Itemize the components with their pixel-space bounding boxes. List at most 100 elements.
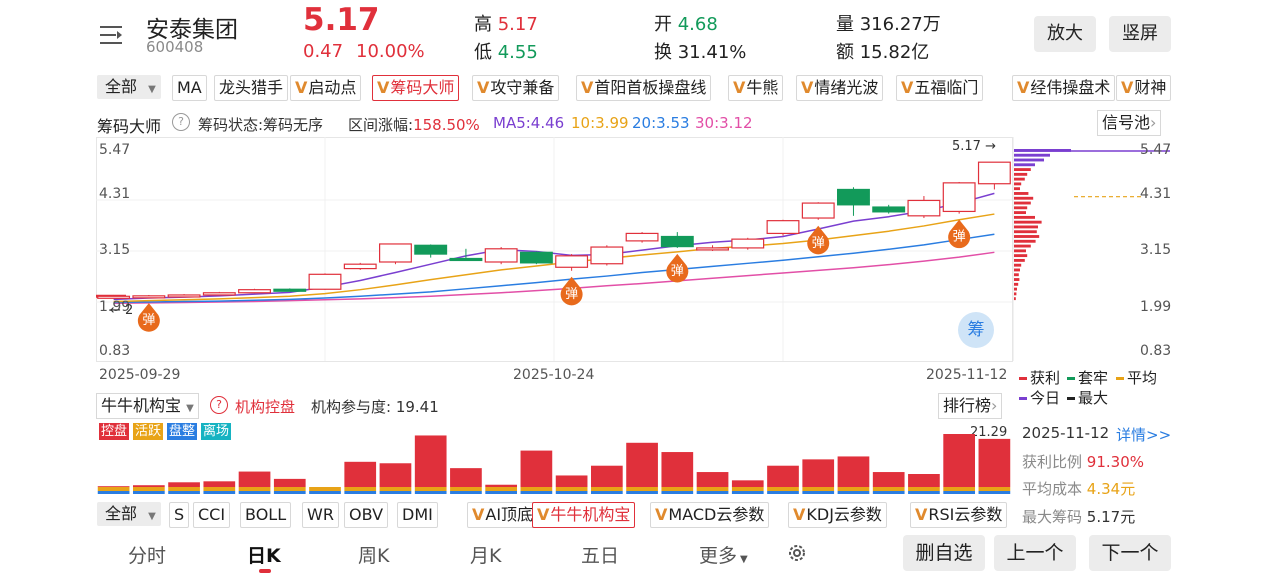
bottom-indicator-tab-8[interactable]: VMACD云参数 <box>650 502 770 528</box>
chip-bar <box>1014 263 1022 267</box>
signal-pool-button[interactable]: 信号池› <box>1097 110 1162 136</box>
price-change-pct: 10.00% <box>356 41 425 62</box>
rank-button[interactable]: 排行榜› <box>938 393 1003 419</box>
period-tab-1[interactable]: 日K <box>247 541 281 573</box>
inst-bar-blue <box>203 491 236 494</box>
ma5-line <box>113 192 995 301</box>
inst-bar <box>696 472 729 494</box>
period-tab-3[interactable]: 月K <box>470 541 501 568</box>
bottom-indicator-tab-0[interactable]: S <box>169 502 190 528</box>
chip-bar <box>1014 235 1040 238</box>
bottom-indicator-tab-3[interactable]: WR <box>302 502 339 528</box>
y-tick-right: 3.15 <box>1140 242 1172 258</box>
bottom-indicator-label: AI顶底 <box>485 505 534 524</box>
signal-marker[interactable]: 弹 <box>948 219 971 249</box>
inst-bar-orange <box>943 487 976 491</box>
period-tab-0[interactable]: 分时 <box>128 541 166 568</box>
menu-icon[interactable] <box>100 26 124 46</box>
bottom-indicator-tab-6[interactable]: VAI顶底 <box>467 502 539 528</box>
prev-stock-button[interactable]: 上一个 <box>994 535 1076 571</box>
indicator-tab-8[interactable]: V五福临门 <box>896 75 984 101</box>
indicator-tab-label: 启动点 <box>308 78 357 97</box>
signal-marker[interactable]: 弹 <box>666 253 689 283</box>
price-tag-current: 5.17 → <box>952 139 996 154</box>
chip-bar <box>1014 249 1026 253</box>
caret-down-icon: ▼ <box>740 554 748 565</box>
inst-bar-red <box>908 474 940 487</box>
candle <box>167 294 201 298</box>
bottom-indicator-tab-2[interactable]: BOLL <box>240 502 292 528</box>
chip-bar <box>1014 278 1020 281</box>
bottom-indicator-tab-7[interactable]: V牛牛机构宝 <box>532 502 636 528</box>
v-badge-icon: V <box>377 78 390 97</box>
stock-code: 600408 <box>146 38 204 56</box>
indicator-tab-7[interactable]: V情绪光波 <box>796 75 884 101</box>
kline-chart[interactable]: 弹弹弹弹弹 <box>96 137 1170 365</box>
bottom-indicator-tab-10[interactable]: VRSI云参数 <box>910 502 1008 528</box>
indicator-tab-label: 龙头猎手 <box>219 78 284 97</box>
legend-swatch-icon <box>1067 397 1075 400</box>
bottom-indicator-tab-4[interactable]: OBV <box>344 502 389 528</box>
inst-bar-blue <box>767 491 799 494</box>
inst-bar-blue <box>943 491 976 494</box>
y-tick-right: 0.83 <box>1140 343 1172 359</box>
sub-indicator-dropdown[interactable]: 牛牛机构宝 ▼ <box>96 393 199 419</box>
volume-label: 量 <box>836 14 854 35</box>
indicator-tab-6[interactable]: V牛熊 <box>728 75 784 101</box>
bottom-indicator-tab-9[interactable]: VKDJ云参数 <box>788 502 887 528</box>
ma10-label: 10:3.99 <box>571 114 629 132</box>
v-badge-icon: V <box>901 78 914 97</box>
main-indicator-name: 筹码大师 <box>97 117 162 136</box>
candle-body <box>343 263 377 270</box>
portrait-button[interactable]: 竖屏 <box>1109 16 1171 52</box>
bottom-indicator-tab-5[interactable]: DMI <box>397 502 438 528</box>
bottom-indicator-label: S <box>174 505 185 524</box>
chip-detail-link[interactable]: 详情>> <box>1116 426 1172 444</box>
sub-tag: 控盘 <box>99 423 130 440</box>
indicator-tab-10[interactable]: V财神 <box>1116 75 1172 101</box>
next-stock-button[interactable]: 下一个 <box>1089 535 1171 571</box>
settings-icon[interactable] <box>786 542 808 564</box>
period-tab-5[interactable]: 更多 ▼ <box>699 541 748 568</box>
inst-bar-blue <box>132 491 165 494</box>
candle <box>590 245 624 266</box>
candle <box>132 294 166 299</box>
chevron-right-icon: › <box>991 396 998 415</box>
open-label: 开 <box>654 14 672 35</box>
indicator-all-dropdown[interactable]: 全部 ▼ <box>97 75 161 99</box>
inst-bar-blue <box>626 491 658 494</box>
arrow-right-icon: → <box>985 139 996 154</box>
bottom-all-dropdown[interactable]: 全部 ▼ <box>97 502 161 526</box>
period-tab-2[interactable]: 周K <box>358 541 389 568</box>
inst-bar-red <box>203 481 236 487</box>
indicator-tab-2[interactable]: V启动点 <box>290 75 362 101</box>
institution-bar-chart[interactable] <box>96 420 1012 496</box>
legend-swatch-icon <box>1019 377 1027 380</box>
low-value: 4.55 <box>497 42 538 63</box>
delete-watchlist-button[interactable]: 删自选 <box>903 535 985 571</box>
help-icon[interactable]: ? <box>172 113 190 131</box>
indicator-tab-5[interactable]: V首阳首板操盘线 <box>576 75 712 101</box>
signal-marker[interactable]: 弹 <box>137 303 160 332</box>
indicator-tab-3[interactable]: V筹码大师 <box>372 75 460 101</box>
signal-marker[interactable]: 弹 <box>807 225 830 255</box>
help-icon[interactable]: ? <box>210 396 228 414</box>
bottom-indicator-tab-1[interactable]: CCI <box>193 502 231 528</box>
inst-bar <box>203 481 236 494</box>
chip-distribution-button[interactable]: 筹 <box>958 312 994 348</box>
inst-bar <box>132 485 165 494</box>
indicator-tab-0[interactable]: MA <box>172 75 207 101</box>
inst-bar-red <box>872 472 905 487</box>
candle-body <box>942 182 976 213</box>
zoom-button[interactable]: 放大 <box>1034 16 1096 52</box>
indicator-tab-1[interactable]: 龙头猎手 <box>214 75 289 101</box>
period-tab-4[interactable]: 五日 <box>581 541 619 568</box>
indicator-tab-4[interactable]: V攻守兼备 <box>472 75 560 101</box>
chip-bar <box>1014 225 1038 229</box>
inst-bar-orange <box>590 487 623 491</box>
inst-bar <box>978 438 1011 494</box>
inst-bar <box>238 471 271 494</box>
x-tick: 2025-10-24 <box>513 367 595 383</box>
indicator-tab-9[interactable]: V经伟操盘术 <box>1012 75 1116 101</box>
signal-marker[interactable]: 弹 <box>560 276 583 306</box>
